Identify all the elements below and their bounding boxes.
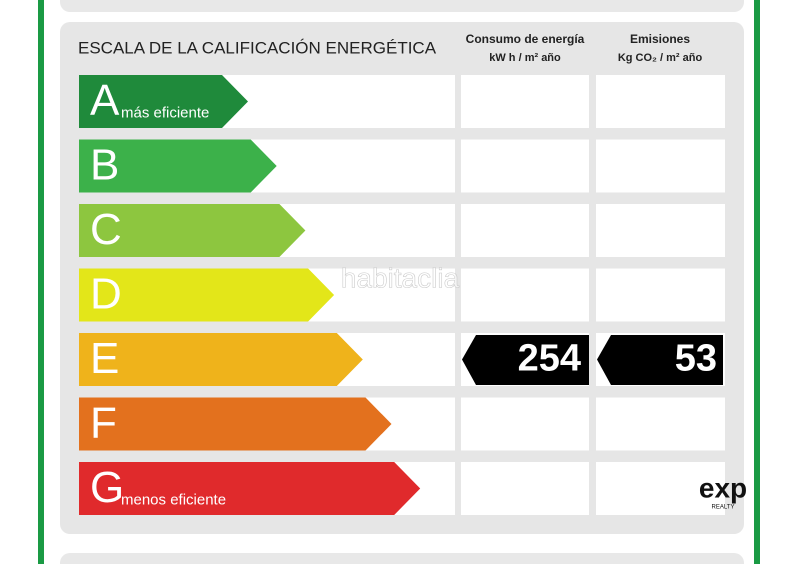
- logo-sub: REALTY: [712, 505, 735, 511]
- class-label: más eficiente: [121, 104, 209, 121]
- value-arrow: [597, 335, 723, 385]
- watermark: habitaclia: [341, 262, 460, 293]
- cell: [596, 204, 725, 257]
- class-arrow: [79, 397, 392, 451]
- panel-bottom: [60, 553, 744, 564]
- value-arrow: [462, 335, 589, 385]
- panel-top: [60, 0, 744, 12]
- class-letter: E: [90, 334, 119, 383]
- class-arrow: [79, 139, 277, 193]
- class-letter: B: [90, 141, 119, 190]
- cell: [461, 462, 589, 515]
- cell: [461, 268, 589, 322]
- class-letter: F: [90, 399, 117, 448]
- column-title: Emisiones: [630, 32, 690, 46]
- column-unit: kW h / m² año: [489, 52, 561, 64]
- cell: [596, 397, 725, 451]
- class-arrow: [79, 75, 248, 128]
- class-letter: C: [90, 205, 122, 254]
- border-left: [38, 0, 44, 564]
- class-label: menos eficiente: [121, 491, 226, 508]
- cell: [461, 139, 589, 193]
- cell: [596, 268, 725, 322]
- cell: [596, 462, 725, 515]
- cell: [461, 204, 589, 257]
- class-arrow: [79, 268, 335, 322]
- cell: [461, 75, 589, 128]
- cell: [461, 397, 589, 451]
- class-arrow: [79, 462, 421, 515]
- class-letter: A: [90, 76, 120, 125]
- class-letter: D: [90, 270, 122, 319]
- logo: exp: [699, 472, 747, 503]
- emissions-value: 53: [675, 338, 717, 380]
- cell: [596, 139, 725, 193]
- cell: [596, 75, 725, 128]
- scale-title: ESCALA DE LA CALIFICACIÓN ENERGÉTICA: [78, 38, 437, 57]
- border-right: [754, 0, 760, 564]
- consumption-value: 254: [518, 338, 581, 380]
- class-letter: G: [90, 463, 124, 512]
- column-unit: Kg CO₂ / m² año: [618, 52, 703, 64]
- class-arrow: [79, 333, 363, 386]
- class-arrow: [79, 204, 306, 257]
- column-title: Consumo de energía: [466, 32, 585, 46]
